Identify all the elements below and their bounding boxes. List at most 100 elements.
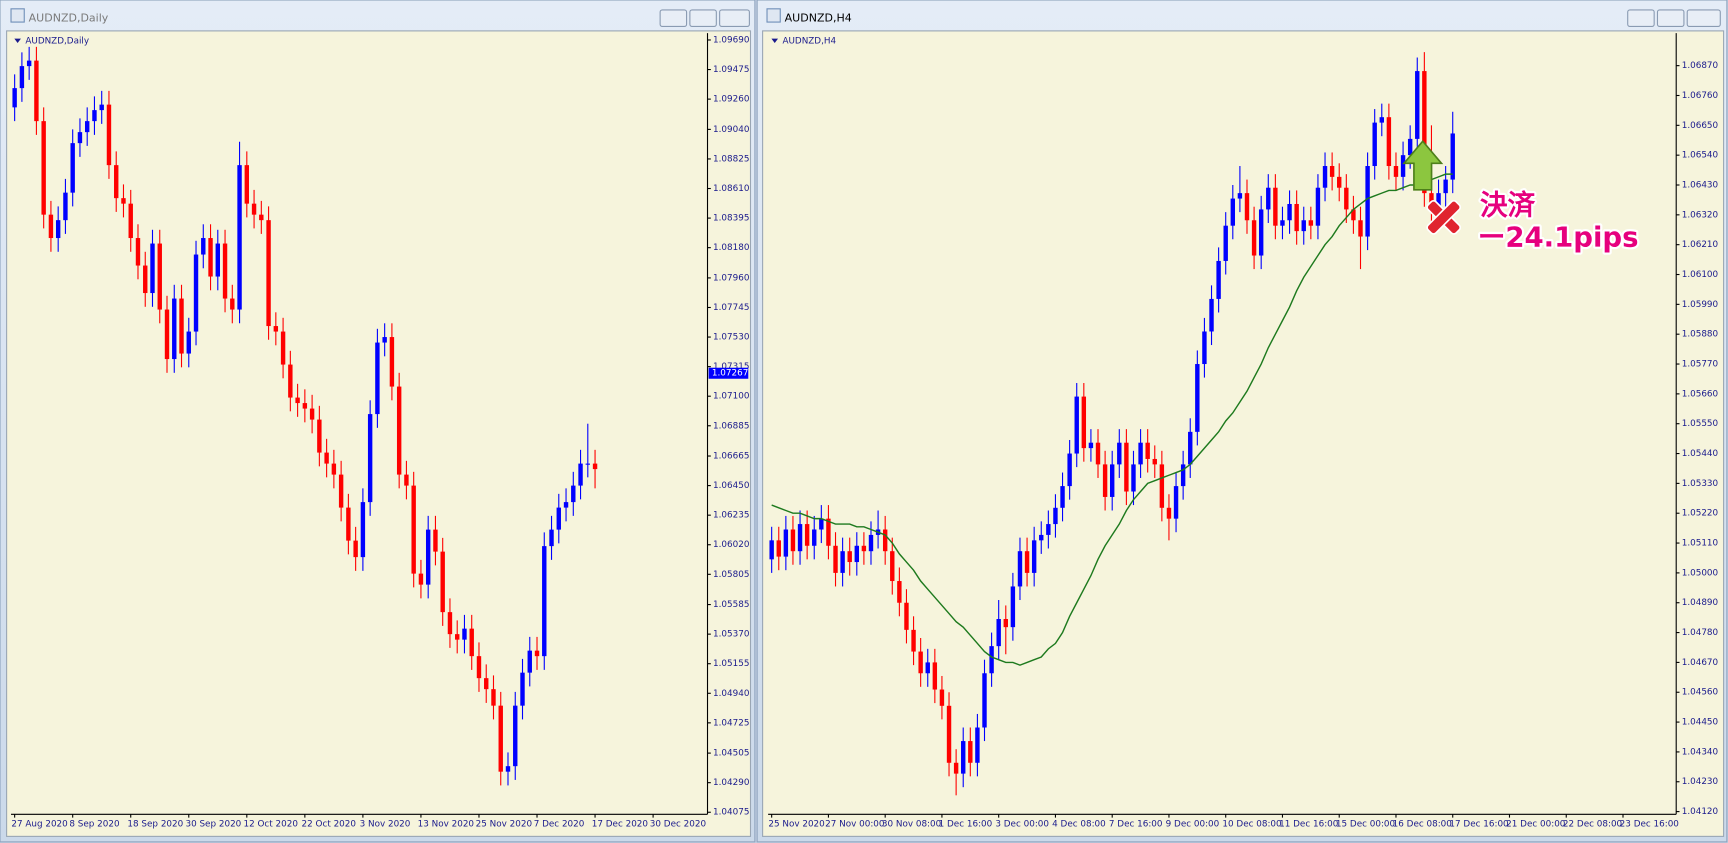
candle-body <box>1379 117 1384 123</box>
y-tick-label: 1.05880 <box>1682 330 1719 340</box>
y-tick-label: 1.04505 <box>713 749 749 759</box>
exit-cross <box>1426 199 1462 235</box>
candle-body <box>237 165 242 310</box>
minimize-button[interactable] <box>659 9 688 28</box>
entry-arrow <box>1402 139 1444 191</box>
candle-body <box>1329 166 1335 177</box>
y-tick-label: 1.05990 <box>1682 300 1719 310</box>
candle-body <box>1407 138 1413 156</box>
window-title: AUDNZD,Daily <box>29 12 109 25</box>
x-tick-label: 15 Dec 00:00 <box>1336 820 1396 830</box>
candle-body <box>592 463 598 470</box>
y-tick-label: 1.06450 <box>713 481 750 491</box>
candle-body <box>1088 442 1094 449</box>
x-tick-label: 13 Nov 2020 <box>418 820 475 830</box>
y-tick-label: 1.06020 <box>713 540 750 550</box>
y-tick-label: 1.07100 <box>713 392 750 402</box>
candle-body <box>396 386 402 475</box>
y-tick-label: 1.06650 <box>1682 121 1719 131</box>
candle-body <box>157 243 162 310</box>
candle-body <box>1372 122 1377 167</box>
window-icon <box>10 8 25 23</box>
y-tick-label: 1.07530 <box>713 333 750 343</box>
close-button[interactable] <box>1686 9 1721 28</box>
y-tick-label: 1.05155 <box>713 659 749 669</box>
candle-body <box>833 545 838 573</box>
x-tick-label: 12 Oct 2020 <box>244 820 299 830</box>
candle-body <box>1266 187 1271 210</box>
window-title: AUDNZD,H4 <box>785 12 852 25</box>
candle-body <box>455 634 460 640</box>
candle-body <box>968 741 973 763</box>
minimize-button[interactable] <box>1627 9 1655 28</box>
candle-body <box>911 629 916 652</box>
candle-body <box>41 121 46 215</box>
candle-body <box>295 397 300 404</box>
candle-body <box>26 60 32 67</box>
candle-body <box>542 546 547 657</box>
candle-body <box>1039 534 1044 541</box>
candle-body <box>425 529 431 585</box>
y-tick-label: 1.04290 <box>713 778 750 788</box>
chart-menu-icon <box>14 38 21 44</box>
x-tick-label: 9 Dec 00:00 <box>1166 820 1220 830</box>
y-tick-label: 1.06665 <box>713 452 749 462</box>
candle-body <box>975 727 980 763</box>
y-tick-label: 1.06540 <box>1682 151 1719 161</box>
candle-body <box>1131 464 1136 492</box>
candle-body <box>1188 431 1193 465</box>
close-button[interactable] <box>719 9 750 28</box>
candle-body <box>1280 220 1285 226</box>
candle-body <box>476 656 482 679</box>
y-tick-label: 1.09040 <box>713 125 750 135</box>
candle-body <box>1251 220 1257 256</box>
y-tick-label: 1.05220 <box>1682 509 1719 519</box>
y-tick-label: 1.05110 <box>1682 539 1719 549</box>
candle-body <box>172 298 177 360</box>
x-tick-label: 17 Dec 2020 <box>592 820 649 830</box>
window-icon <box>766 8 781 23</box>
candle-body <box>953 762 959 774</box>
candle-body <box>1095 442 1101 465</box>
candle-body <box>1223 225 1228 261</box>
y-tick-label: 1.04075 <box>713 808 749 818</box>
candle-body <box>982 673 987 728</box>
candle-body <box>346 507 351 541</box>
candle-body <box>84 121 90 133</box>
candle-body <box>251 203 257 215</box>
candle-body <box>1273 187 1278 226</box>
candle-body <box>128 203 133 239</box>
candle-body <box>404 474 409 486</box>
candle-body <box>273 326 279 332</box>
candle-body <box>92 110 97 122</box>
annotation-text: 決済 <box>1480 189 1536 221</box>
candle-body <box>484 678 489 690</box>
y-tick-label: 1.06210 <box>1682 240 1719 250</box>
candle-body <box>462 628 467 640</box>
x-tick-label: 21 Dec 00:00 <box>1506 820 1566 830</box>
maximize-button[interactable] <box>689 9 717 28</box>
y-tick-label: 1.04780 <box>1682 628 1719 638</box>
candle-body <box>1109 464 1115 497</box>
candle-body <box>143 265 148 294</box>
candle-body <box>847 551 852 563</box>
candle-body <box>215 243 220 277</box>
x-tick-label: 7 Dec 2020 <box>534 820 585 830</box>
candle-body <box>989 646 994 674</box>
x-tick-label: 30 Nov 08:00 <box>882 820 942 830</box>
candle-body <box>193 254 199 332</box>
x-tick-label: 27 Aug 2020 <box>11 820 68 830</box>
candle-body <box>549 529 554 547</box>
candle-body <box>1202 331 1207 365</box>
candle-body <box>505 766 511 772</box>
candle-body <box>1173 486 1179 519</box>
candle-body <box>382 337 387 343</box>
candle-body <box>302 403 308 409</box>
x-tick-label: 22 Oct 2020 <box>302 820 357 830</box>
candle-body <box>861 545 867 552</box>
candle-body <box>135 238 141 266</box>
y-tick-label: 1.06885 <box>713 421 749 431</box>
y-tick-label: 1.09475 <box>713 65 749 75</box>
candle-body <box>1237 193 1243 199</box>
maximize-button[interactable] <box>1656 9 1685 28</box>
